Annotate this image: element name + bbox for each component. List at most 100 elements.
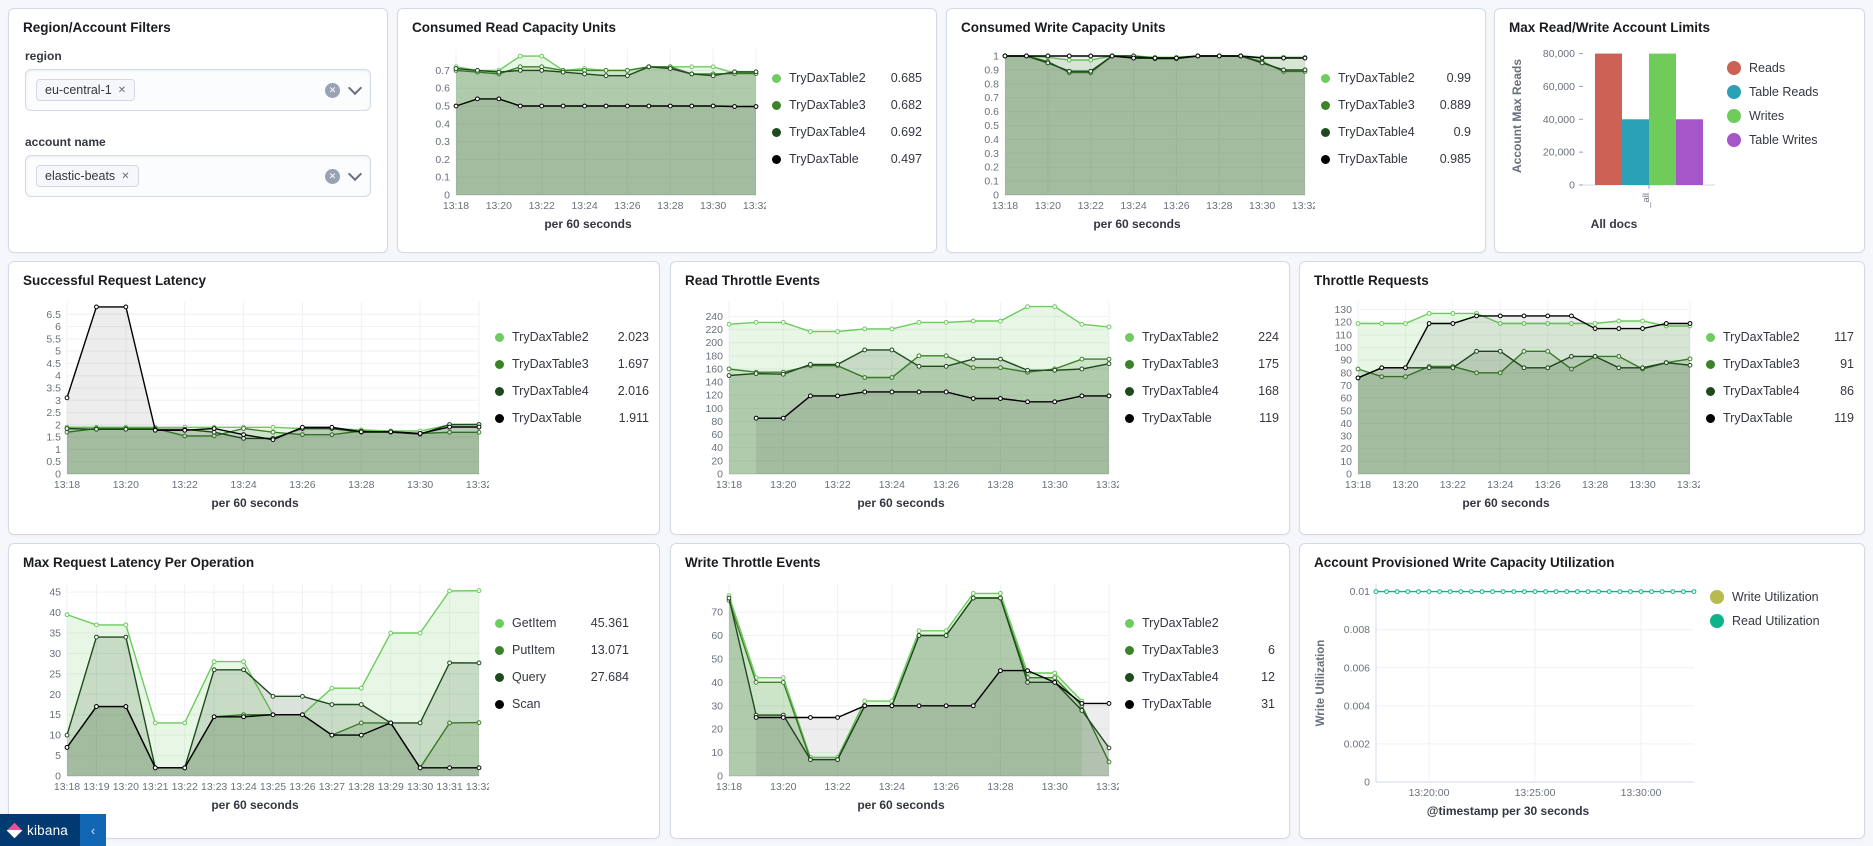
consumed-write-chart[interactable]: 0 0.1 0.2 0.3 0.4 0.5 0.6 0.7 0.8 0.9 1 13:18 13:20 1…	[959, 39, 1315, 215]
svg-text:50: 50	[1340, 405, 1352, 417]
svg-text:0.008: 0.008	[1344, 624, 1370, 636]
legend-item[interactable]: TryDaxTable2 224	[1125, 330, 1279, 344]
svg-text:13:24: 13:24	[879, 479, 905, 491]
svg-text:40: 40	[1340, 418, 1352, 430]
panel-title: Consumed Read Capacity Units	[412, 20, 617, 35]
write-capacity-utilization-chart[interactable]: Write Utilization 0 0.002 0.004 0.006 0.008 0.…	[1312, 574, 1704, 802]
legend-item[interactable]: TryDaxTable2 2.023	[495, 330, 649, 344]
legend-item[interactable]: Writes	[1727, 109, 1849, 123]
legend-item[interactable]: Write Utilization	[1710, 590, 1850, 604]
legend-item[interactable]: TryDaxTable3 0.889	[1321, 98, 1471, 112]
svg-text:13:20: 13:20	[1392, 479, 1418, 491]
chevron-down-icon[interactable]	[347, 80, 363, 96]
consumed-read-chart[interactable]: 0 0.1 0.2 0.3 0.4 0.5 0.6 0.7 13:18 13:20 13:22 13:…	[410, 39, 766, 215]
svg-text:13:22: 13:22	[1440, 479, 1466, 491]
legend-series-value: 12	[1261, 670, 1275, 684]
legend-item[interactable]: TryDaxTable2 0.685	[772, 71, 922, 85]
legend-series-value: 119	[1259, 411, 1279, 425]
legend-series-label: TryDaxTable	[1338, 152, 1408, 166]
legend-item[interactable]: TryDaxTable3 91	[1706, 357, 1854, 371]
legend-item[interactable]: TryDaxTable 119	[1125, 411, 1279, 425]
kibana-logo[interactable]: kibana	[0, 814, 80, 846]
svg-text:5: 5	[55, 346, 61, 358]
clear-selection-icon[interactable]: ✕	[325, 82, 340, 98]
legend-item[interactable]: TryDaxTable3 1.697	[495, 357, 649, 371]
legend-item[interactable]: TryDaxTable3 175	[1125, 357, 1279, 371]
svg-text:40: 40	[49, 607, 61, 619]
legend-item[interactable]: Query 27.684	[495, 670, 629, 684]
svg-text:Account Max Reads: Account Max Reads	[1510, 59, 1524, 173]
legend-series-value: 119	[1834, 411, 1854, 425]
region-token[interactable]: eu-central-1 ✕	[36, 79, 136, 101]
svg-text:13:24: 13:24	[1120, 200, 1146, 212]
legend-item[interactable]: TryDaxTable2 0.99	[1321, 71, 1471, 85]
legend-series-value: 1.911	[618, 411, 649, 425]
legend-item[interactable]: TryDaxTable3 6	[1125, 643, 1275, 657]
svg-text:Write Utilization: Write Utilization	[1315, 640, 1327, 727]
legend-item[interactable]: TryDaxTable 0.985	[1321, 152, 1471, 166]
svg-text:0.2: 0.2	[435, 154, 450, 166]
legend-series-label: TryDaxTable3	[1142, 357, 1219, 371]
svg-text:13:22: 13:22	[172, 479, 198, 491]
legend-item[interactable]: Read Utilization	[1710, 614, 1850, 628]
collapse-nav-button[interactable]: ‹	[79, 814, 106, 846]
panel-title: Consumed Write Capacity Units	[961, 20, 1166, 35]
legend-series-dot-icon	[1125, 359, 1134, 369]
legend-item[interactable]: TryDaxTable4 168	[1125, 384, 1279, 398]
svg-text:30: 30	[1340, 431, 1352, 443]
region-combobox[interactable]: eu-central-1 ✕ ✕	[25, 69, 371, 111]
write-throttle-events-chart[interactable]: 0 10 20 30 40 50 60 70 13:18 13:20 13:22 13:24 13:26…	[683, 574, 1119, 796]
legend-item[interactable]: TryDaxTable4 0.9	[1321, 125, 1471, 139]
legend-series-dot-icon	[772, 154, 781, 164]
legend-item[interactable]: TryDaxTable4 12	[1125, 670, 1275, 684]
legend-item[interactable]: TryDaxTable 1.911	[495, 411, 649, 425]
legend-item[interactable]: Scan	[495, 697, 629, 711]
svg-text:13:22: 13:22	[529, 200, 555, 212]
clear-selection-icon[interactable]: ✕	[325, 168, 340, 184]
x-axis-title: per 60 seconds	[544, 217, 632, 231]
legend-item[interactable]: TryDaxTable4 0.692	[772, 125, 922, 139]
svg-text:13:20: 13:20	[770, 479, 796, 491]
remove-token-icon[interactable]: ✕	[117, 84, 127, 96]
svg-text:13:22: 13:22	[172, 781, 198, 793]
account-name-token[interactable]: elastic-beats ✕	[36, 165, 139, 187]
svg-text:60: 60	[1340, 393, 1352, 405]
kibana-logo-bar[interactable]: kibana ‹	[0, 814, 106, 846]
legend-item[interactable]: TryDaxTable2 117	[1706, 330, 1854, 344]
remove-token-icon[interactable]: ✕	[121, 170, 130, 182]
account-limits-bar-chart[interactable]: 0 20,000 40,000 60,000 80,000 Account Max Rea…	[1507, 39, 1721, 215]
panel-max-read-write-limits: Max Read/Write Account Limits 0 20,000 40,…	[1494, 8, 1865, 253]
svg-text:130: 130	[1334, 304, 1352, 316]
panel-region-account-filters: Region/Account Filters region eu-central…	[8, 8, 388, 253]
legend-item[interactable]: Table Reads	[1727, 85, 1849, 99]
svg-text:13:26: 13:26	[289, 479, 315, 491]
svg-text:60: 60	[711, 429, 723, 441]
legend-item[interactable]: TryDaxTable3 0.682	[772, 98, 922, 112]
legend-item[interactable]: Reads	[1727, 61, 1849, 75]
legend-series-label: PutItem	[512, 643, 556, 657]
legend-item[interactable]: TryDaxTable 119	[1706, 411, 1854, 425]
legend-item[interactable]: PutItem 13.071	[495, 643, 629, 657]
panel-successful-request-latency: Successful Request Latency 0 0.5 1 1.5 2 2.5 3…	[8, 261, 660, 535]
svg-text:0.5: 0.5	[435, 100, 450, 112]
svg-text:2.5: 2.5	[46, 407, 61, 419]
panel-title: Max Read/Write Account Limits	[1509, 20, 1711, 35]
account-name-combobox[interactable]: elastic-beats ✕ ✕	[25, 155, 371, 197]
legend-item[interactable]: TryDaxTable 0.497	[772, 152, 922, 166]
x-axis-title: per 60 seconds	[857, 798, 945, 812]
legend-series-value: 117	[1834, 330, 1854, 344]
chevron-down-icon[interactable]	[347, 166, 363, 182]
legend-item[interactable]: TryDaxTable2	[1125, 616, 1275, 630]
legend-item[interactable]: TryDaxTable4 86	[1706, 384, 1854, 398]
legend-item[interactable]: Table Writes	[1727, 133, 1849, 147]
legend-item[interactable]: TryDaxTable 31	[1125, 697, 1275, 711]
svg-text:10: 10	[49, 730, 61, 742]
legend-series-label: Query	[512, 670, 547, 684]
max-request-latency-chart[interactable]: 0 5 10 15 20 25 30 35 40 45 13:18 13:19 13:20 13:21 13…	[21, 574, 489, 796]
successful-request-latency-chart[interactable]: 00.511.522.533.544.555.566.5 13:18 13:20 13…	[21, 292, 489, 494]
legend-item[interactable]: GetItem 45.361	[495, 616, 629, 630]
svg-text:13:18: 13:18	[1345, 479, 1371, 491]
legend-item[interactable]: TryDaxTable4 2.016	[495, 384, 649, 398]
